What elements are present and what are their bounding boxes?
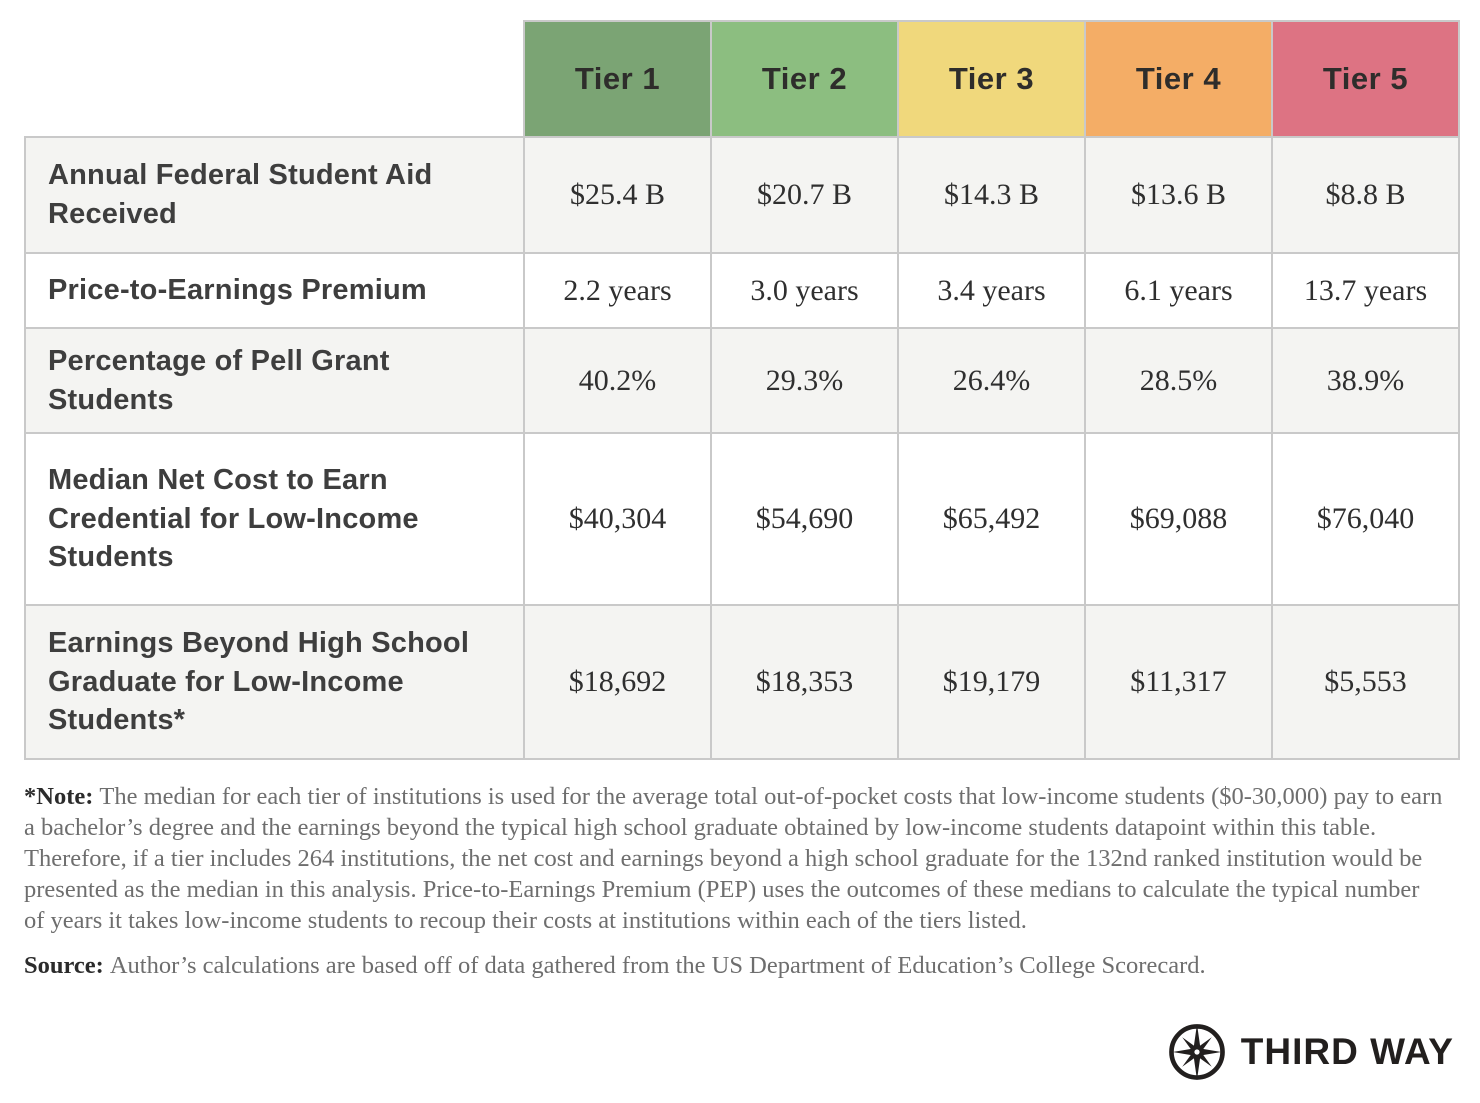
table-row: Earnings Beyond High School Graduate for… [24, 604, 1460, 760]
table-row: Median Net Cost to Earn Credential for L… [24, 432, 1460, 606]
row-label-pell-grant: Percentage of Pell Grant Students [24, 327, 525, 434]
table-cell: $11,317 [1084, 604, 1273, 760]
source-note: Source: Author’s calculations are based o… [24, 950, 1444, 981]
table-cell: 3.0 years [710, 252, 899, 329]
table-cell: $25.4 B [523, 136, 712, 254]
compass-star-icon [1168, 1023, 1226, 1081]
source-text: Author’s calculations are based off of d… [109, 951, 1206, 979]
table-cell: $5,553 [1271, 604, 1460, 760]
row-label-federal-aid: Annual Federal Student Aid Received [24, 136, 525, 254]
table-cell: 29.3% [710, 327, 899, 434]
third-way-logo: THIRD WAY [1168, 1023, 1454, 1081]
table-cell: $69,088 [1084, 432, 1273, 606]
table-cell: 2.2 years [523, 252, 712, 329]
footnote: *Note: The median for each tier of instit… [24, 781, 1444, 937]
table-cell: 38.9% [1271, 327, 1460, 434]
table-row: Price-to-Earnings Premium 2.2 years 3.0 … [24, 252, 1460, 329]
row-label-pep: Price-to-Earnings Premium [24, 252, 525, 329]
tier-2-header: Tier 2 [710, 20, 899, 138]
row-label-net-cost: Median Net Cost to Earn Credential for L… [24, 432, 525, 606]
tier-1-header: Tier 1 [523, 20, 712, 138]
table-cell: 13.7 years [1271, 252, 1460, 329]
table-cell: 3.4 years [897, 252, 1086, 329]
table-cell: $14.3 B [897, 136, 1086, 254]
table-cell: $18,692 [523, 604, 712, 760]
row-label-earnings-beyond-hs: Earnings Beyond High School Graduate for… [24, 604, 525, 760]
logo-wordmark: THIRD WAY [1240, 1031, 1454, 1072]
tier-3-header: Tier 3 [897, 20, 1086, 138]
table-cell: $8.8 B [1271, 136, 1460, 254]
tier-comparison-table: Tier 1 Tier 2 Tier 3 Tier 4 Tier 5 Annua… [24, 20, 1460, 760]
source-label: Source: [24, 951, 104, 979]
table-cell: $76,040 [1271, 432, 1460, 606]
table-cell: 28.5% [1084, 327, 1273, 434]
table-cell: $65,492 [897, 432, 1086, 606]
table-cell: $40,304 [523, 432, 712, 606]
footnote-text: The median for each tier of institutions… [24, 783, 1443, 935]
table-cell: $54,690 [710, 432, 899, 606]
table-cell: 26.4% [897, 327, 1086, 434]
table-cell: $20.7 B [710, 136, 899, 254]
footnote-label: *Note: [24, 783, 94, 810]
tier-5-header: Tier 5 [1271, 20, 1460, 138]
table-cell: $19,179 [897, 604, 1086, 760]
table-row: Percentage of Pell Grant Students 40.2% … [24, 327, 1460, 434]
table-cell: $13.6 B [1084, 136, 1273, 254]
tier-4-header: Tier 4 [1084, 20, 1273, 138]
table-cell: 6.1 years [1084, 252, 1273, 329]
header-row: Tier 1 Tier 2 Tier 3 Tier 4 Tier 5 [25, 20, 1460, 138]
table-row: Annual Federal Student Aid Received $25.… [24, 136, 1460, 254]
table-cell: $18,353 [710, 604, 899, 760]
corner-cell [25, 21, 524, 137]
table-cell: 40.2% [523, 327, 712, 434]
